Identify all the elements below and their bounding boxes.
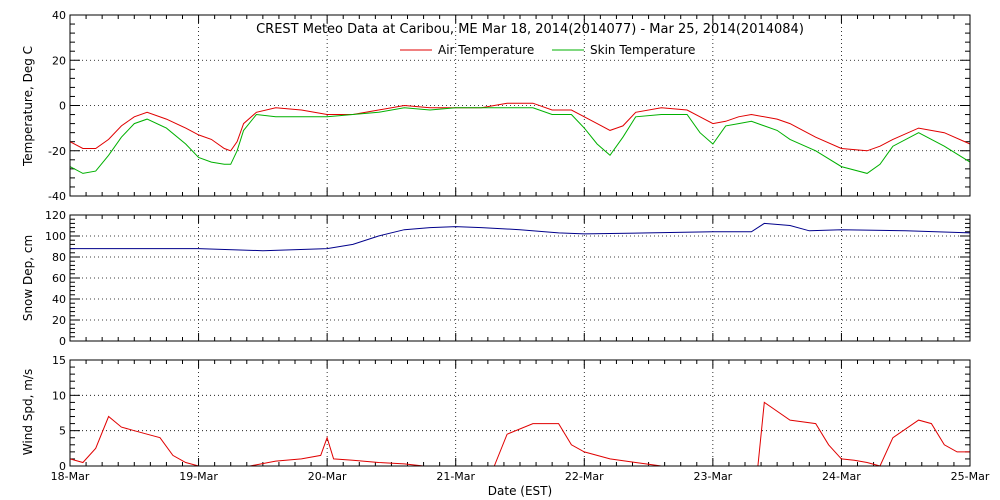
- series-line-0-1: [69, 107, 971, 174]
- y-tick-label: 60: [52, 272, 66, 285]
- x-tick-label: 22-Mar: [565, 470, 604, 483]
- temperature-panel: -40 -20 0 20 40: [48, 9, 971, 203]
- y-tick-label: 5: [59, 425, 66, 438]
- plot-frame: [69, 14, 971, 197]
- snow-depth-panel: 0 20 40 60 80 100 120: [45, 209, 971, 348]
- y-tick-label: 40: [52, 293, 66, 306]
- x-tick-label: 20-Mar: [308, 470, 347, 483]
- series-line-1-0: [70, 222, 971, 252]
- x-tick-label: 21-Mar: [436, 470, 475, 483]
- x-tick-label: 25-Mar: [951, 470, 990, 483]
- series-line-2-0: [69, 401, 970, 467]
- y-tick-label: 0: [59, 460, 66, 473]
- y-tick-label: 0: [59, 100, 66, 113]
- legend-label-air-temperature: Air Temperature: [438, 43, 534, 57]
- y-tick-label: 40: [52, 9, 66, 22]
- legend: Air Temperature Skin Temperature: [400, 43, 695, 57]
- temperature-axis-title: Temperature, Deg C: [21, 46, 35, 167]
- y-tick-label: -20: [48, 145, 66, 158]
- x-tick-label: 19-Mar: [179, 470, 218, 483]
- y-tick-label: 120: [45, 209, 66, 222]
- wind-speed-axis-title: Wind Spd, m/s: [21, 369, 35, 455]
- wind-speed-panel: 0 5 10 15 18-Mar 19-Mar 20-Mar 21-Mar 22-Mar 23-M…: [51, 354, 990, 483]
- plot-frame: [69, 214, 971, 342]
- snow-depth-axis-title: Snow Dep, cm: [21, 235, 35, 321]
- plot-frame: [69, 359, 971, 467]
- series-line-0-0: [69, 102, 971, 152]
- x-tick-label: 24-Mar: [822, 470, 861, 483]
- x-tick-label: 18-Mar: [51, 470, 90, 483]
- y-tick-label: 0: [59, 335, 66, 348]
- y-tick-label: 20: [52, 54, 66, 67]
- y-tick-label: 15: [52, 354, 66, 367]
- y-tick-label: 100: [45, 230, 66, 243]
- chart-title: CREST Meteo Data at Caribou, ME Mar 18, …: [256, 22, 804, 37]
- legend-label-skin-temperature: Skin Temperature: [590, 43, 695, 57]
- y-tick-label: 10: [52, 389, 66, 402]
- y-tick-label: 80: [52, 251, 66, 264]
- x-tick-label: 23-Mar: [693, 470, 732, 483]
- x-axis-title: Date (EST): [488, 484, 552, 498]
- y-tick-label: 20: [52, 314, 66, 327]
- y-tick-label: -40: [48, 190, 66, 203]
